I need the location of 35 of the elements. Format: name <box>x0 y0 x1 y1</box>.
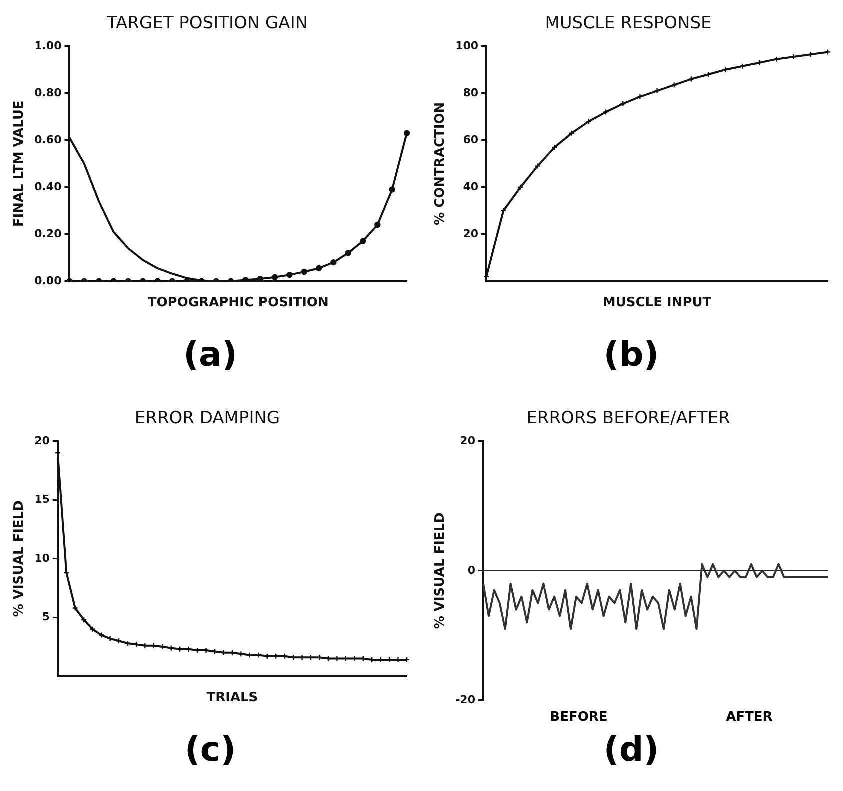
text: (b) <box>602 334 660 377</box>
y-axis-title: % VISUAL FIELD <box>12 500 28 618</box>
y-axis-title: % VISUAL FIELD <box>433 512 448 630</box>
chart-title: ERRORS BEFORE/AFTER <box>526 408 731 429</box>
text: BEFORE <box>550 710 608 727</box>
y-tick-label: 15 <box>34 493 50 506</box>
y-tick-label: 100 <box>456 39 479 52</box>
y-tick-label: 1.00 <box>34 39 62 52</box>
chart-title: MUSCLE RESPONSE <box>545 14 712 34</box>
y-tick-label: -20 <box>456 693 476 706</box>
y-tick-label: 20 <box>34 434 50 448</box>
y-axis-title: FINAL LTM VALUE <box>12 100 28 228</box>
y-tick-label: 0.60 <box>34 133 62 146</box>
y-tick-label: 20 <box>460 434 476 448</box>
chart-title: ERROR DAMPING <box>134 408 280 429</box>
y-tick-label: 60 <box>463 133 479 146</box>
y-tick-label: 0.20 <box>34 227 62 240</box>
text: (d) <box>602 729 660 772</box>
y-tick-label: 20 <box>463 227 479 240</box>
y-tick-label: 0 <box>468 564 476 577</box>
y-tick-label: 80 <box>463 86 479 100</box>
y-axis-title: % CONTRACTION <box>433 102 448 226</box>
y-tick-label: 40 <box>463 180 479 194</box>
x-axis-title: TRIALS <box>206 690 258 706</box>
chart-title: TARGET POSITION GAIN <box>106 14 308 34</box>
x-axis-title: TOPOGRAPHIC POSITION <box>148 296 329 311</box>
y-tick-label: 0.40 <box>34 180 62 194</box>
y-tick-label: 5 <box>42 610 50 624</box>
y-tick-label: 10 <box>34 552 50 565</box>
text: AFTER <box>726 710 773 727</box>
y-tick-label: 0.80 <box>34 86 62 100</box>
x-axis-title: MUSCLE INPUT <box>602 296 712 311</box>
text: (a) <box>182 334 239 377</box>
y-tick-label: 0.00 <box>34 274 62 288</box>
text: (c) <box>184 729 238 772</box>
